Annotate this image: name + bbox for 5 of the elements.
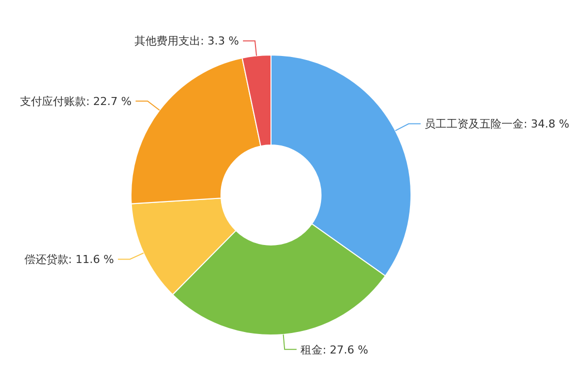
slice-label: 租金: 27.6 % xyxy=(300,343,368,356)
slice-label: 员工工资及五险一金: 34.8 % xyxy=(424,118,570,131)
slice-label: 支付应付账款: 22.7 % xyxy=(20,95,132,108)
slice-label: 其他费用支出: 3.3 % xyxy=(134,34,239,48)
slice-label: 偿还贷款: 11.6 % xyxy=(24,253,114,266)
